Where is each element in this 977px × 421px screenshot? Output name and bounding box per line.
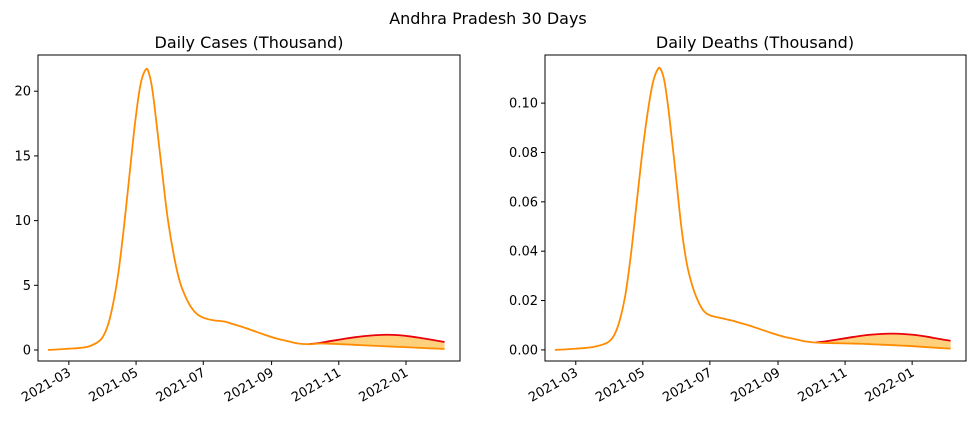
- cases-chart: Daily Cases (Thousand) 2021-03 2021-05 202…: [14, 33, 461, 406]
- deaths-axes-frame: [544, 54, 967, 362]
- figure-title: Andhra Pradesh 30 Days: [389, 9, 587, 28]
- deaths-chart: Daily Deaths (Thousand) 2021-03 2021-05 20…: [509, 33, 967, 406]
- cases-axes-frame: [37, 54, 461, 362]
- deaths-x-tick-label: 2021-03: [526, 365, 581, 405]
- deaths-x-tick-label: 2021-11: [796, 365, 851, 405]
- deaths-uncertainty-band: [815, 333, 951, 349]
- deaths-x-axis: 2021-03 2021-05 2021-07 2021-09 2021-11 2022-…: [526, 361, 917, 406]
- cases-x-tick-label: 2021-11: [289, 365, 344, 405]
- deaths-chart-title: Daily Deaths (Thousand): [656, 33, 854, 52]
- deaths-x-tick-label: 2021-09: [728, 365, 783, 405]
- cases-y-tick-label: 20: [14, 85, 31, 100]
- deaths-y-tick-label: 0.04: [509, 245, 538, 260]
- deaths-x-tick-label: 2022-01: [863, 365, 918, 405]
- deaths-y-tick-label: 0.10: [509, 97, 538, 112]
- deaths-x-tick-label: 2021-07: [660, 365, 715, 405]
- cases-actual-line: [47, 67, 445, 351]
- cases-y-tick-label: 10: [14, 214, 31, 229]
- deaths-y-tick-label: 0.02: [509, 294, 538, 309]
- cases-x-tick-label: 2021-09: [222, 365, 277, 405]
- deaths-y-tick-label: 0.06: [509, 195, 538, 210]
- cases-y-tick-label: 15: [14, 149, 31, 164]
- cases-x-tick-label: 2021-07: [154, 365, 209, 405]
- deaths-x-tick-label: 2021-05: [593, 365, 648, 405]
- cases-y-tick-label: 5: [23, 279, 31, 294]
- deaths-projection-line: [815, 332, 951, 344]
- deaths-y-tick-label: 0.00: [509, 343, 538, 358]
- cases-y-axis: 0 5 10 15 20: [14, 85, 38, 359]
- cases-plot-area: [47, 67, 445, 351]
- deaths-y-axis: 0.00 0.02 0.04 0.06 0.08 0.10: [509, 97, 545, 358]
- deaths-actual-line: [554, 66, 951, 351]
- cases-chart-title: Daily Cases (Thousand): [155, 33, 344, 52]
- cases-x-tick-label: 2021-03: [19, 365, 74, 405]
- deaths-y-tick-label: 0.08: [509, 146, 538, 161]
- cases-x-tick-label: 2021-05: [87, 365, 142, 405]
- cases-uncertainty-band: [309, 334, 445, 349]
- deaths-plot-area: [554, 66, 951, 351]
- cases-x-tick-label: 2022-01: [356, 365, 411, 405]
- cases-y-tick-label: 0: [23, 344, 31, 359]
- cases-projection-line: [308, 333, 445, 346]
- cases-x-axis: 2021-03 2021-05 2021-07 2021-09 2021-11 2022-…: [19, 361, 411, 406]
